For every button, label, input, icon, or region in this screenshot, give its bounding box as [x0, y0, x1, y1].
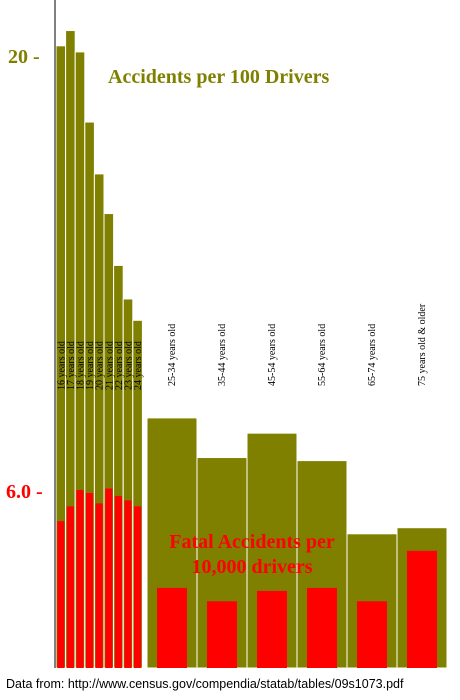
category-label: 19 years old [85, 341, 96, 390]
category-label: 65-74 years old [367, 324, 378, 386]
category-label: 24 years old [133, 341, 144, 390]
source-note: Data from: http://www.census.gov/compend… [6, 677, 404, 691]
category-label: 16 years old [56, 341, 67, 390]
fatal-bar [57, 521, 65, 668]
fatal-bar [124, 500, 132, 668]
category-label: 21 years old [104, 341, 115, 390]
fatal-bar [307, 587, 337, 668]
category-label: 25-34 years old [167, 324, 178, 386]
fatal-bar [95, 503, 103, 668]
fatal-bar [105, 488, 113, 668]
category-label: 20 years old [95, 341, 106, 390]
fatal-bar [66, 506, 74, 668]
fatal-bar [86, 492, 94, 668]
category-label: 55-64 years old [317, 324, 328, 386]
fatal-bar [257, 590, 287, 668]
series-label-fatal-line1: Fatal Accidents per [169, 531, 335, 553]
category-label: 23 years old [124, 341, 135, 390]
fatal-bars [57, 488, 437, 668]
category-label: 35-44 years old [217, 324, 228, 386]
category-label: 22 years old [114, 341, 125, 390]
category-label: 75 years old & older [417, 303, 428, 386]
fatal-bar [76, 490, 84, 668]
series-label-accidents: Accidents per 100 Drivers [108, 66, 329, 88]
fatal-bar [207, 601, 237, 668]
tick-label-20: 20 - [8, 46, 40, 68]
fatal-bar [134, 506, 142, 668]
category-label: 18 years old [76, 341, 87, 390]
category-label: 17 years old [66, 341, 77, 390]
fatal-bar [114, 495, 122, 668]
fatal-bar [157, 587, 187, 668]
fatal-bar [407, 550, 437, 668]
fatal-bar [357, 601, 387, 668]
category-label: 45-54 years old [267, 324, 278, 386]
series-label-fatal-line2: 10,000 drivers [191, 556, 312, 578]
tick-label-6: 6.0 - [6, 481, 43, 503]
